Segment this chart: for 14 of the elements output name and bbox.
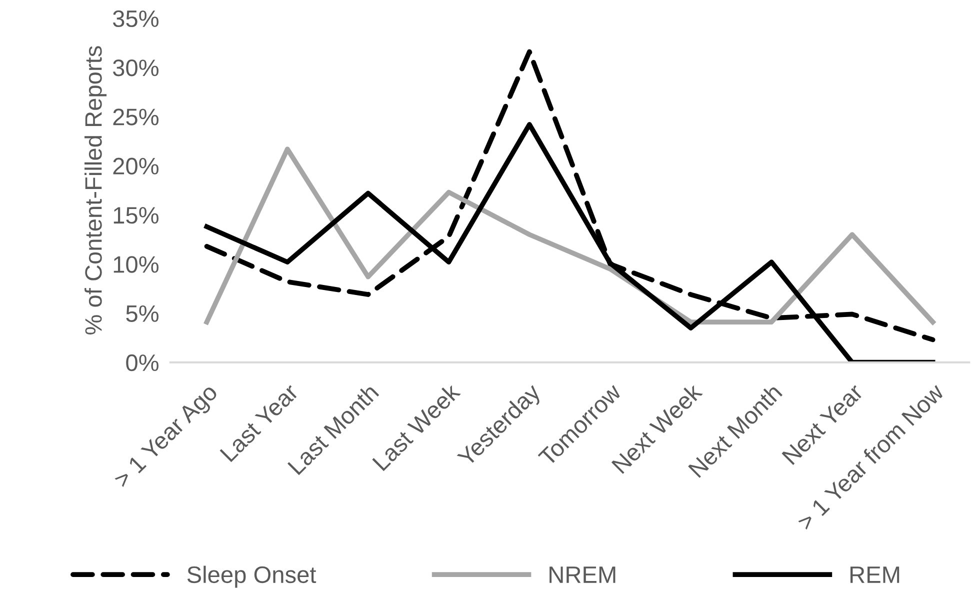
- y-tick-label: 35%: [112, 10, 158, 28]
- line-series: [204, 146, 936, 324]
- y-tick-label: 20%: [113, 158, 158, 175]
- y-tick-label: 0%: [126, 354, 158, 372]
- legend-label: REM: [850, 566, 900, 583]
- y-tick-label: 30%: [112, 59, 158, 76]
- legend-label: Sleep Onset: [187, 566, 316, 588]
- y-tick-label: 10%: [114, 256, 158, 273]
- legend-label: NREM: [550, 566, 616, 583]
- y-tick-label: 25%: [113, 108, 158, 126]
- y-tick-label: 5%: [126, 305, 158, 322]
- y-axis-title: % of Content-Filled Reports: [84, 46, 107, 334]
- x-tick-label: Last Year: [220, 382, 300, 462]
- y-tick-label: 15%: [114, 207, 158, 224]
